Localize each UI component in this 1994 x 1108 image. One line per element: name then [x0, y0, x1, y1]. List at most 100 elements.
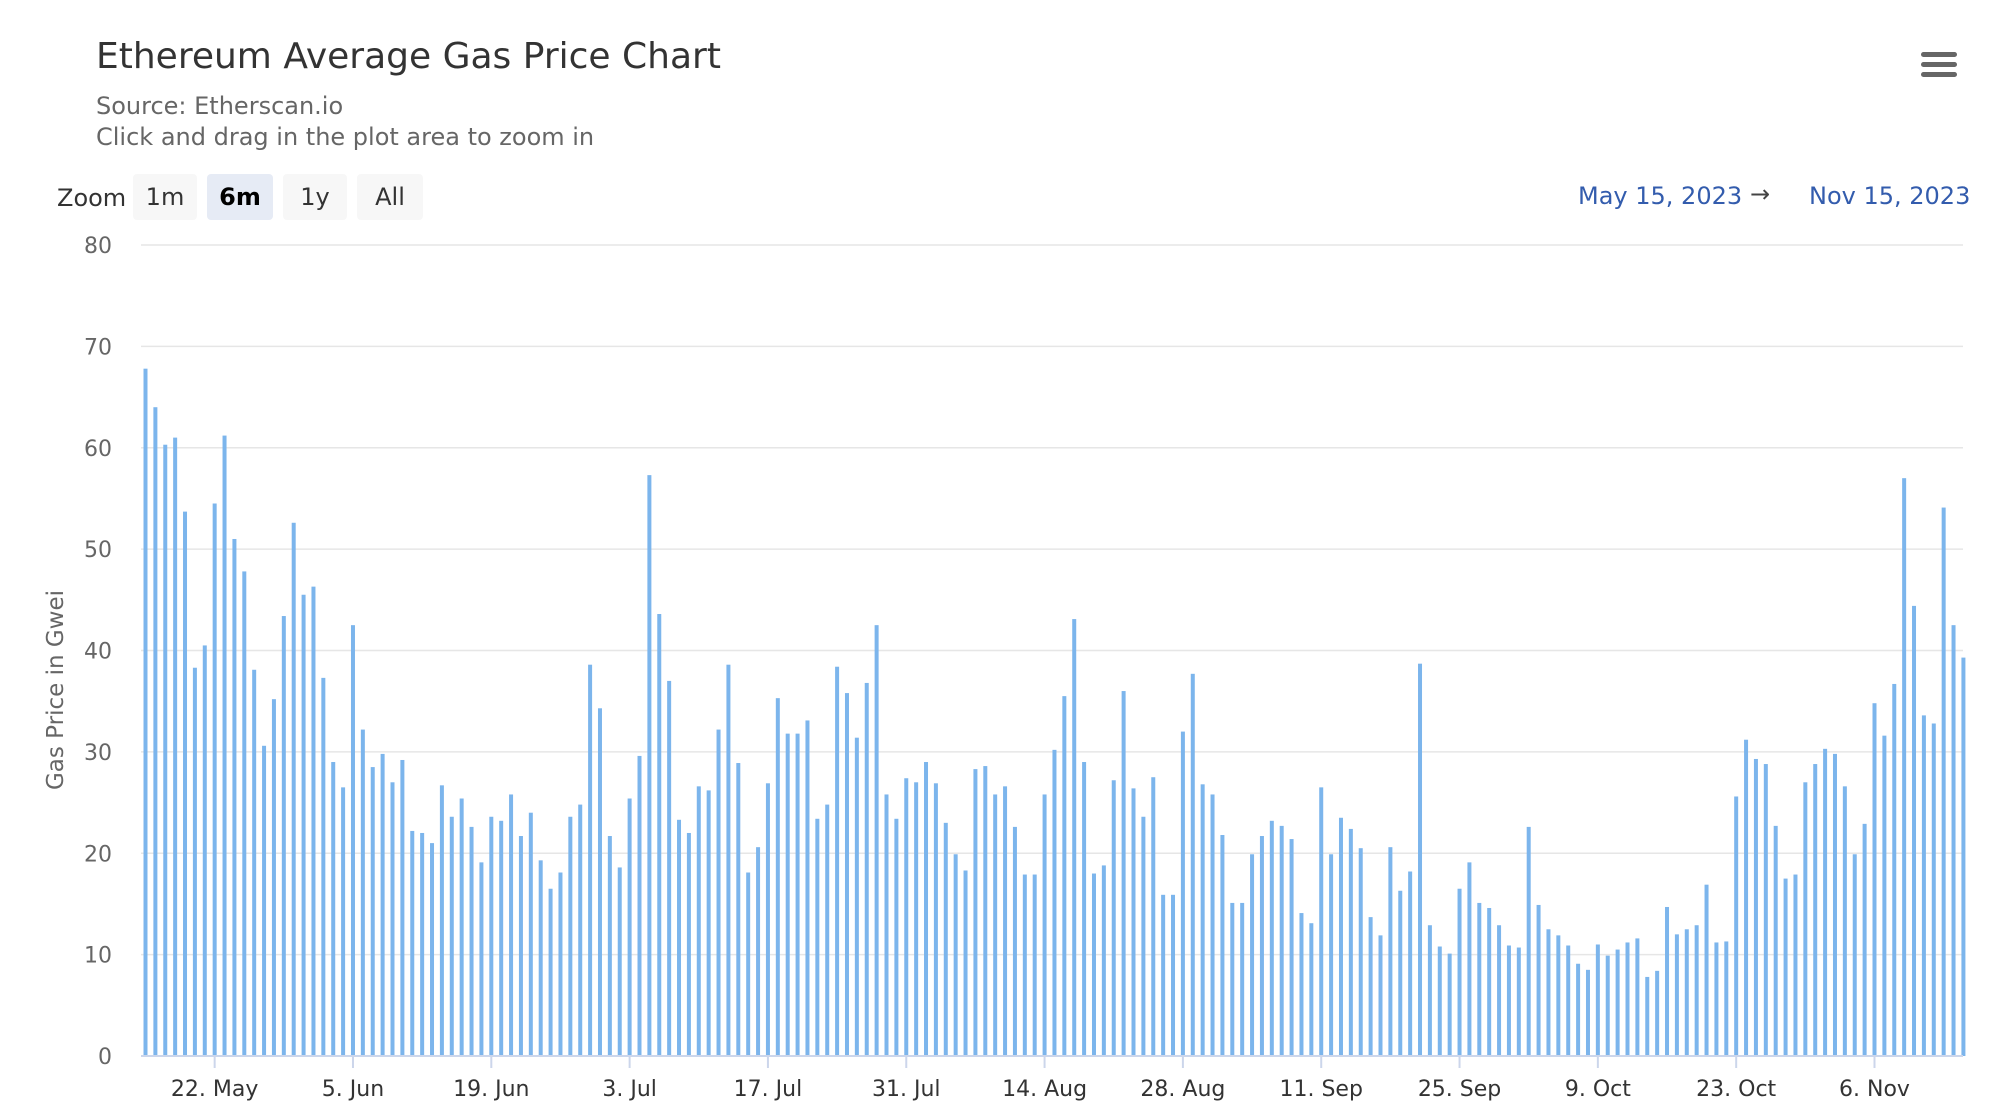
bar [1131, 788, 1136, 1056]
bar [854, 737, 859, 1056]
y-tick-label: 10 [84, 944, 112, 969]
x-tick-label: 5. Jun [322, 1077, 384, 1102]
bar [1427, 925, 1432, 1056]
bar [933, 783, 938, 1056]
bar [1546, 929, 1551, 1056]
x-tick-label: 31. Jul [872, 1077, 941, 1102]
bar [1022, 874, 1027, 1056]
bar [1210, 794, 1215, 1056]
bar [924, 762, 929, 1056]
bar [1961, 657, 1966, 1056]
zoom-button-6m[interactable]: 6m [207, 174, 273, 220]
bar [726, 664, 731, 1056]
x-tick-label: 28. Aug [1140, 1077, 1225, 1102]
bar [518, 836, 523, 1056]
chart-title: Ethereum Average Gas Price Chart [96, 36, 721, 77]
bar [1418, 663, 1423, 1056]
bar [1497, 925, 1502, 1056]
bar [825, 804, 830, 1056]
bar [1437, 946, 1442, 1056]
bar [252, 669, 257, 1056]
bar [1714, 942, 1719, 1056]
bar [627, 798, 632, 1056]
bar [1338, 817, 1343, 1056]
bar [746, 872, 751, 1056]
hamburger-menu-icon[interactable] [1921, 52, 1957, 82]
bar [815, 818, 820, 1056]
zoom-button-1y[interactable]: 1y [283, 174, 347, 220]
bar [350, 625, 355, 1056]
bar [1704, 884, 1709, 1056]
grid-lines [141, 244, 1963, 956]
bar [1674, 934, 1679, 1056]
bar [1111, 780, 1116, 1056]
bar [1220, 835, 1225, 1056]
bar [1348, 828, 1353, 1056]
bar [1259, 836, 1264, 1056]
bar [1398, 890, 1403, 1056]
x-tick-label: 3. Jul [602, 1077, 657, 1102]
bar [1072, 619, 1077, 1056]
bar [1595, 944, 1600, 1056]
bar [1625, 942, 1630, 1056]
bar [1753, 758, 1758, 1056]
bar [1684, 929, 1689, 1056]
bar [1151, 777, 1156, 1056]
bar [696, 786, 701, 1056]
bar [1655, 970, 1660, 1056]
bar [1566, 945, 1571, 1056]
bar [341, 787, 346, 1056]
x-tick-label: 14. Aug [1002, 1077, 1087, 1102]
bar [1832, 753, 1837, 1056]
bar [706, 790, 711, 1056]
bar [1931, 723, 1936, 1056]
bar [509, 794, 514, 1056]
bar [1378, 935, 1383, 1056]
bar [449, 816, 454, 1056]
bar [291, 522, 296, 1056]
bar [1912, 605, 1917, 1056]
bar [1941, 507, 1946, 1056]
bar [963, 870, 968, 1056]
bar [607, 836, 612, 1056]
bar [1042, 794, 1047, 1056]
bar [1872, 703, 1877, 1056]
bar [864, 682, 869, 1056]
bar [1101, 865, 1106, 1056]
range-from-input[interactable]: May 15, 2023 [1578, 182, 1743, 210]
y-tick-label: 0 [98, 1045, 112, 1070]
x-tick-label: 9. Oct [1565, 1077, 1631, 1102]
bar [301, 594, 306, 1056]
bar [528, 812, 533, 1056]
range-arrow-icon: → [1750, 180, 1771, 208]
y-tick-label: 20 [84, 842, 112, 867]
range-to-input[interactable]: Nov 15, 2023 [1809, 182, 1971, 210]
zoom-button-all[interactable]: All [357, 174, 423, 220]
bar [153, 407, 158, 1056]
chart-source: Source: Etherscan.io [96, 92, 344, 120]
zoom-label: Zoom [57, 184, 127, 212]
zoom-button-1m[interactable]: 1m [133, 174, 197, 220]
bar [1289, 839, 1294, 1056]
bar [1724, 941, 1729, 1056]
y-tick-label: 50 [84, 538, 112, 563]
bar [1062, 696, 1067, 1056]
bar [568, 816, 573, 1056]
bar [1615, 949, 1620, 1056]
bar [1635, 938, 1640, 1056]
bar [1487, 907, 1492, 1056]
bar [439, 785, 444, 1056]
bar [1852, 854, 1857, 1056]
bar [232, 538, 237, 1056]
bar [242, 571, 247, 1056]
bar [874, 625, 879, 1056]
x-axis: 22. May 5. Jun 19. Jun 3. Jul 17. Jul 31. Jul… [141, 1055, 1963, 1102]
bar [1388, 847, 1393, 1056]
bar [756, 847, 761, 1056]
bar [1171, 894, 1176, 1056]
bar [686, 832, 691, 1056]
bar [953, 854, 958, 1056]
bar [1783, 878, 1788, 1056]
bar [459, 798, 464, 1056]
